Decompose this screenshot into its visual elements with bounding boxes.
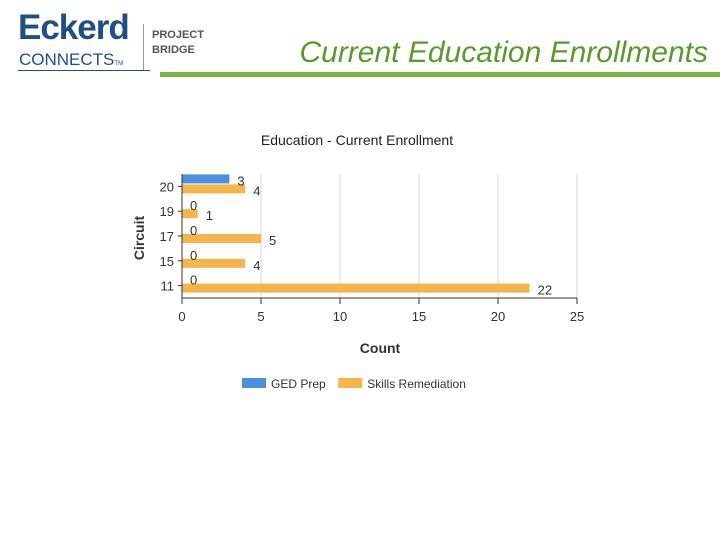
x-tick-label: 25 — [570, 309, 584, 324]
logo-project-bridge: PROJECT BRIDGE — [152, 28, 204, 58]
logo-underline — [18, 70, 150, 71]
data-label: 5 — [269, 233, 276, 248]
legend-label: GED Prep — [271, 377, 326, 391]
y-tick-label: 11 — [161, 279, 175, 294]
y-axis-label: Circuit — [131, 215, 147, 260]
legend-swatch — [242, 378, 266, 388]
x-tick-label: 5 — [257, 309, 264, 324]
logo-brand-bottom: CONNECTSTM — [19, 50, 123, 70]
data-label: 0 — [190, 223, 197, 238]
logo: Eckerd CONNECTSTM PROJECT BRIDGE — [18, 8, 204, 72]
data-label: 4 — [253, 183, 260, 198]
bar-skills-remediation — [182, 258, 246, 268]
logo-connects-text: CONNECTS — [19, 50, 115, 69]
logo-brand-top: Eckerd — [18, 8, 130, 47]
bar-ged-prep — [182, 174, 230, 184]
legend: GED Prep Skills Remediation — [242, 377, 466, 391]
data-label: 4 — [253, 258, 260, 273]
data-label: 22 — [538, 283, 552, 298]
chart-title: Education - Current Enrollment — [261, 132, 453, 148]
logo-trademark: TM — [114, 61, 124, 67]
x-tick-label: 20 — [491, 309, 505, 324]
legend-swatch — [338, 378, 363, 388]
x-tick-label: 10 — [333, 309, 347, 324]
x-tick-label: 0 — [178, 309, 185, 324]
bar-skills-remediation — [182, 184, 246, 194]
logo-divider — [143, 24, 144, 70]
y-tick-label: 20 — [160, 179, 174, 194]
y-tick-label: 15 — [160, 254, 174, 269]
gridlines — [260, 174, 578, 298]
bar-skills-remediation — [182, 283, 530, 293]
bar-skills-remediation — [182, 234, 261, 243]
bar-chart: Education - Current Enrollment 340105040… — [131, 132, 584, 391]
data-label: 0 — [190, 248, 197, 263]
logo-project-line1: PROJECT — [152, 29, 204, 41]
data-label: 3 — [237, 173, 244, 188]
data-label: 0 — [190, 198, 197, 213]
x-tick-label: 15 — [412, 309, 426, 324]
data-label: 0 — [190, 273, 197, 288]
slide-title: Current Education Enrollments — [299, 36, 708, 69]
bar-skills-remediation — [182, 209, 198, 219]
data-label: 1 — [206, 208, 213, 223]
y-tick-label: 19 — [160, 204, 174, 219]
header-rule — [160, 72, 720, 77]
bars — [182, 174, 530, 293]
legend-label: Skills Remediation — [367, 377, 466, 391]
logo-project-line2: BRIDGE — [152, 44, 195, 56]
x-axis-label: Count — [360, 340, 401, 356]
y-tick-label: 17 — [160, 229, 174, 244]
